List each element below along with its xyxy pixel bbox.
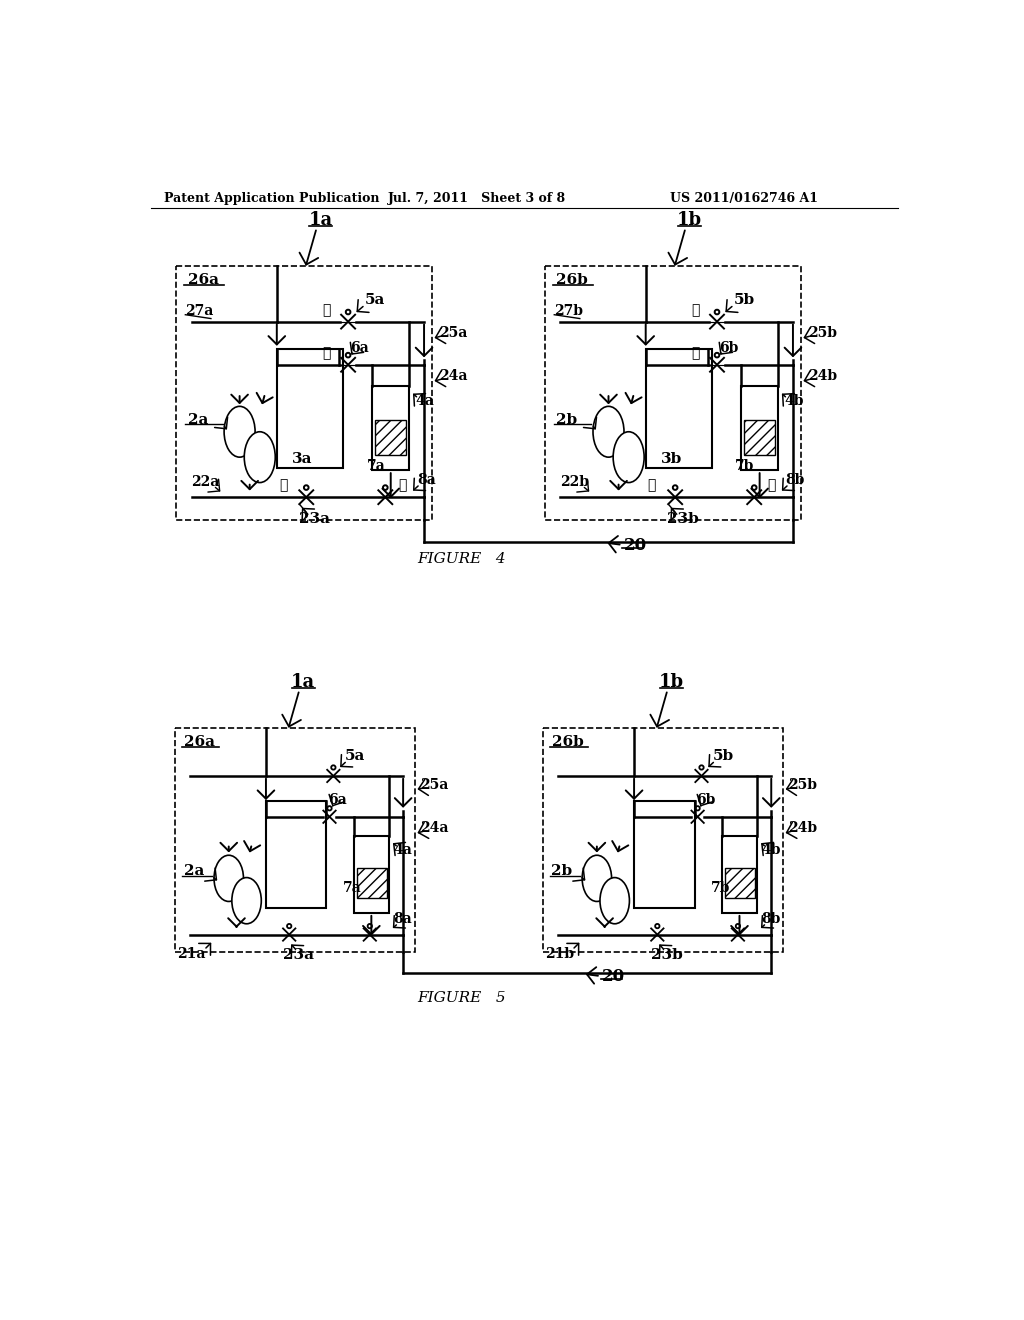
Ellipse shape — [593, 407, 624, 457]
Text: 6b: 6b — [719, 341, 738, 355]
Text: 24a: 24a — [420, 821, 449, 836]
Text: 6a: 6a — [350, 341, 369, 355]
Text: 7b: 7b — [735, 459, 755, 474]
Text: 1a: 1a — [291, 673, 315, 690]
Text: 6b: 6b — [695, 793, 715, 807]
Ellipse shape — [224, 407, 255, 457]
Text: 26b: 26b — [556, 273, 588, 286]
Text: 4b: 4b — [784, 393, 804, 408]
Text: 2a: 2a — [183, 863, 204, 878]
Ellipse shape — [613, 432, 644, 483]
Text: Patent Application Publication: Patent Application Publication — [164, 191, 379, 205]
Text: 24b: 24b — [787, 821, 817, 836]
Text: 27b: 27b — [554, 304, 583, 318]
Text: 开: 开 — [767, 478, 775, 492]
Text: 开: 开 — [323, 346, 331, 360]
Text: 8b: 8b — [762, 912, 781, 927]
Text: 26b: 26b — [552, 735, 584, 748]
Text: 23b: 23b — [667, 512, 698, 525]
Text: 4a: 4a — [393, 843, 413, 857]
Bar — [276, 348, 343, 469]
Text: 1b: 1b — [677, 211, 702, 228]
Ellipse shape — [245, 432, 275, 483]
Text: 25b: 25b — [787, 779, 817, 792]
Text: 24b: 24b — [808, 370, 837, 383]
Bar — [356, 869, 387, 898]
Text: 5b: 5b — [733, 293, 755, 308]
Text: 7a: 7a — [343, 882, 362, 895]
Text: 22b: 22b — [560, 475, 589, 488]
Ellipse shape — [600, 878, 630, 924]
Text: 23a: 23a — [283, 948, 314, 961]
Text: 22a: 22a — [191, 475, 220, 488]
Text: 20: 20 — [624, 537, 647, 554]
Bar — [722, 836, 758, 913]
Text: 26a: 26a — [187, 273, 219, 286]
Text: 8a: 8a — [417, 474, 436, 487]
Bar — [354, 836, 389, 913]
Text: 1b: 1b — [658, 673, 684, 690]
Text: 2b: 2b — [556, 413, 578, 428]
Bar — [266, 801, 327, 908]
Bar — [741, 385, 778, 470]
Bar — [176, 267, 432, 520]
Bar — [646, 348, 712, 469]
Ellipse shape — [214, 855, 244, 902]
Text: 27a: 27a — [185, 304, 213, 318]
Text: 3b: 3b — [660, 451, 682, 466]
Text: 23a: 23a — [299, 512, 330, 525]
Text: 关: 关 — [648, 478, 656, 492]
Bar — [372, 385, 410, 470]
Text: 2b: 2b — [552, 863, 572, 878]
Text: 5a: 5a — [345, 748, 366, 763]
Bar — [174, 729, 415, 952]
Text: 关: 关 — [279, 478, 287, 492]
Text: Jul. 7, 2011   Sheet 3 of 8: Jul. 7, 2011 Sheet 3 of 8 — [388, 191, 566, 205]
Text: 3a: 3a — [292, 451, 312, 466]
Bar — [543, 729, 783, 952]
Text: 7b: 7b — [712, 882, 730, 895]
Ellipse shape — [583, 855, 611, 902]
Text: 24a: 24a — [439, 370, 468, 383]
Text: 25a: 25a — [439, 326, 468, 341]
Bar — [545, 267, 801, 520]
Text: 2a: 2a — [187, 413, 208, 428]
Bar — [744, 420, 775, 455]
Text: FIGURE   5: FIGURE 5 — [417, 991, 506, 1005]
Text: 4a: 4a — [416, 393, 434, 408]
Text: 4b: 4b — [762, 843, 781, 857]
Text: 7a: 7a — [367, 459, 385, 474]
Text: 26a: 26a — [183, 735, 215, 748]
Bar — [725, 869, 755, 898]
Text: US 2011/0162746 A1: US 2011/0162746 A1 — [670, 191, 818, 205]
Text: 23b: 23b — [650, 948, 683, 961]
Text: 21b: 21b — [545, 946, 574, 961]
Text: 开: 开 — [691, 304, 699, 317]
Text: 20: 20 — [602, 969, 626, 986]
Text: 关: 关 — [323, 304, 331, 317]
Text: 5a: 5a — [365, 293, 385, 308]
Text: 开: 开 — [398, 478, 407, 492]
Bar — [375, 420, 407, 455]
Bar — [634, 801, 694, 908]
Text: 关: 关 — [691, 346, 699, 360]
Text: 6a: 6a — [328, 793, 347, 807]
Text: 25b: 25b — [808, 326, 837, 341]
Text: FIGURE   4: FIGURE 4 — [417, 552, 506, 566]
Text: 8a: 8a — [394, 912, 413, 927]
Text: 8b: 8b — [785, 474, 805, 487]
Text: 25a: 25a — [420, 779, 449, 792]
Text: 1a: 1a — [308, 211, 333, 228]
Text: 21a: 21a — [177, 946, 206, 961]
Ellipse shape — [231, 878, 261, 924]
Text: 5b: 5b — [713, 748, 734, 763]
